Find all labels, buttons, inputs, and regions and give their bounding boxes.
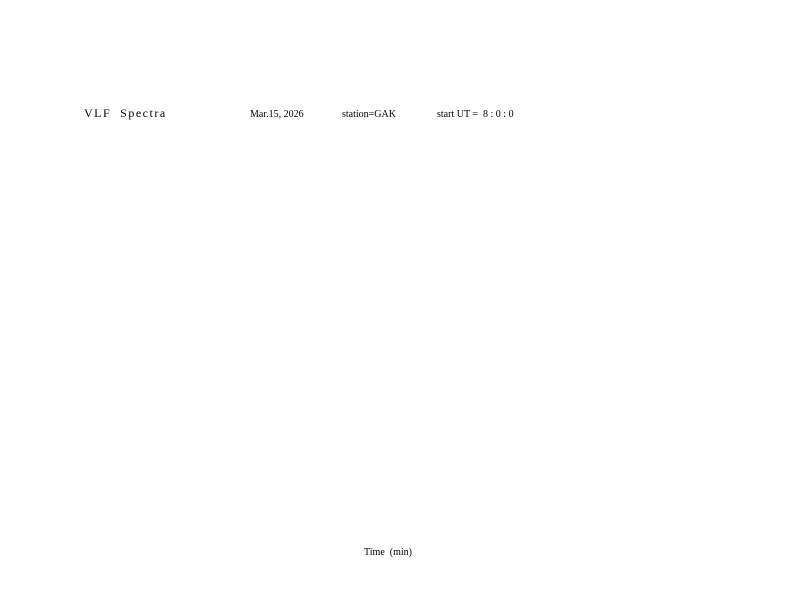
figure-start-ut: start UT = 8 : 0 : 0 — [437, 109, 514, 120]
x-axis-label: Time (min) — [364, 547, 412, 558]
figure-title: VLF Spectra — [84, 106, 167, 120]
figure-date: Mar.15, 2026 — [250, 109, 304, 120]
figure-station: station=GAK — [342, 109, 396, 120]
